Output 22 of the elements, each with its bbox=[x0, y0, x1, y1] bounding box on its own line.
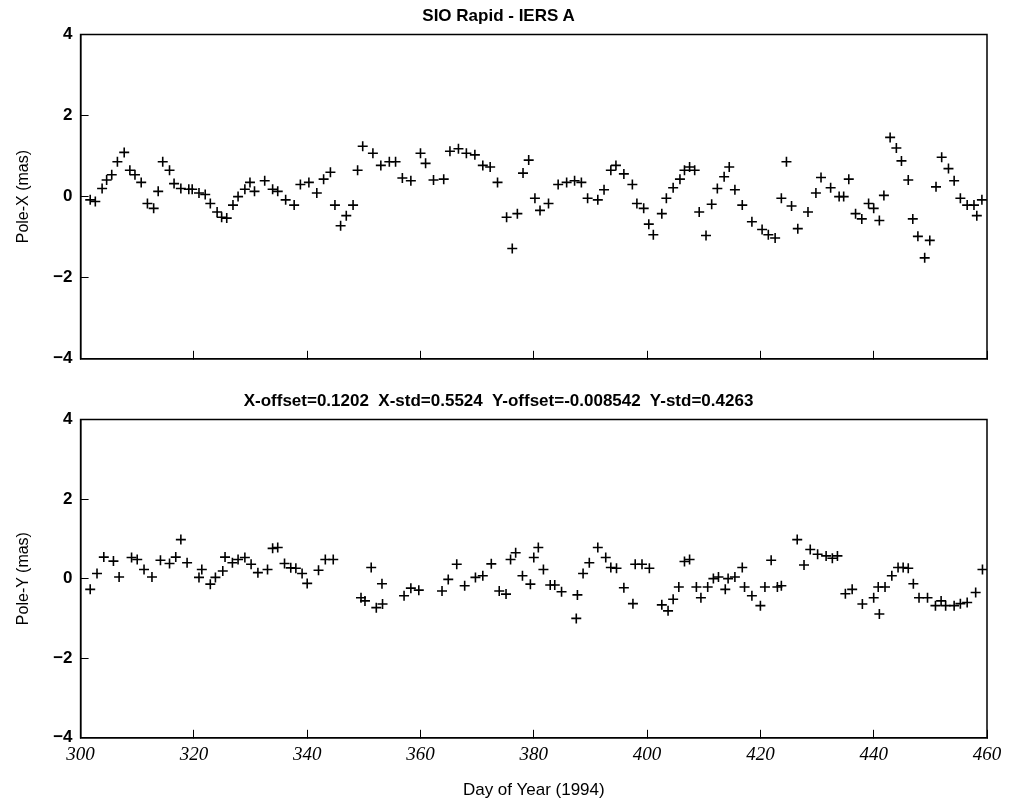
x-tick-label: 360 bbox=[405, 743, 436, 765]
x-tick-label: 320 bbox=[178, 743, 209, 765]
y-tick-label: 2 bbox=[63, 105, 73, 125]
y-tick-label: 2 bbox=[63, 488, 73, 508]
x-tick-label: 440 bbox=[859, 743, 889, 765]
chart-title: SIO Rapid - IERS A bbox=[422, 5, 575, 25]
y-axis-title: Pole-Y (mas) bbox=[14, 532, 32, 626]
x-axis-title: Day of Year (1994) bbox=[462, 780, 605, 800]
y-tick-label: 0 bbox=[63, 568, 73, 588]
y-tick-label: −2 bbox=[53, 647, 73, 667]
y-tick-label: 4 bbox=[63, 409, 74, 429]
x-tick-label: 340 bbox=[291, 743, 322, 765]
y-tick-label: 4 bbox=[63, 24, 74, 44]
y-axis-title: Pole-X (mas) bbox=[14, 149, 32, 244]
y-tick-label: −2 bbox=[53, 267, 73, 287]
y-tick-label: 0 bbox=[63, 186, 73, 206]
x-tick-label: 420 bbox=[746, 743, 776, 765]
y-tick-label: −4 bbox=[53, 348, 74, 368]
x-tick-label: 460 bbox=[972, 743, 1002, 765]
x-tick-label: 380 bbox=[518, 743, 549, 765]
chart-title: X-offset=0.1202 X-std=0.5524 Y-offset=-0.008542 Y-std=0.4263 bbox=[243, 390, 754, 410]
x-tick-label: 400 bbox=[632, 743, 662, 765]
